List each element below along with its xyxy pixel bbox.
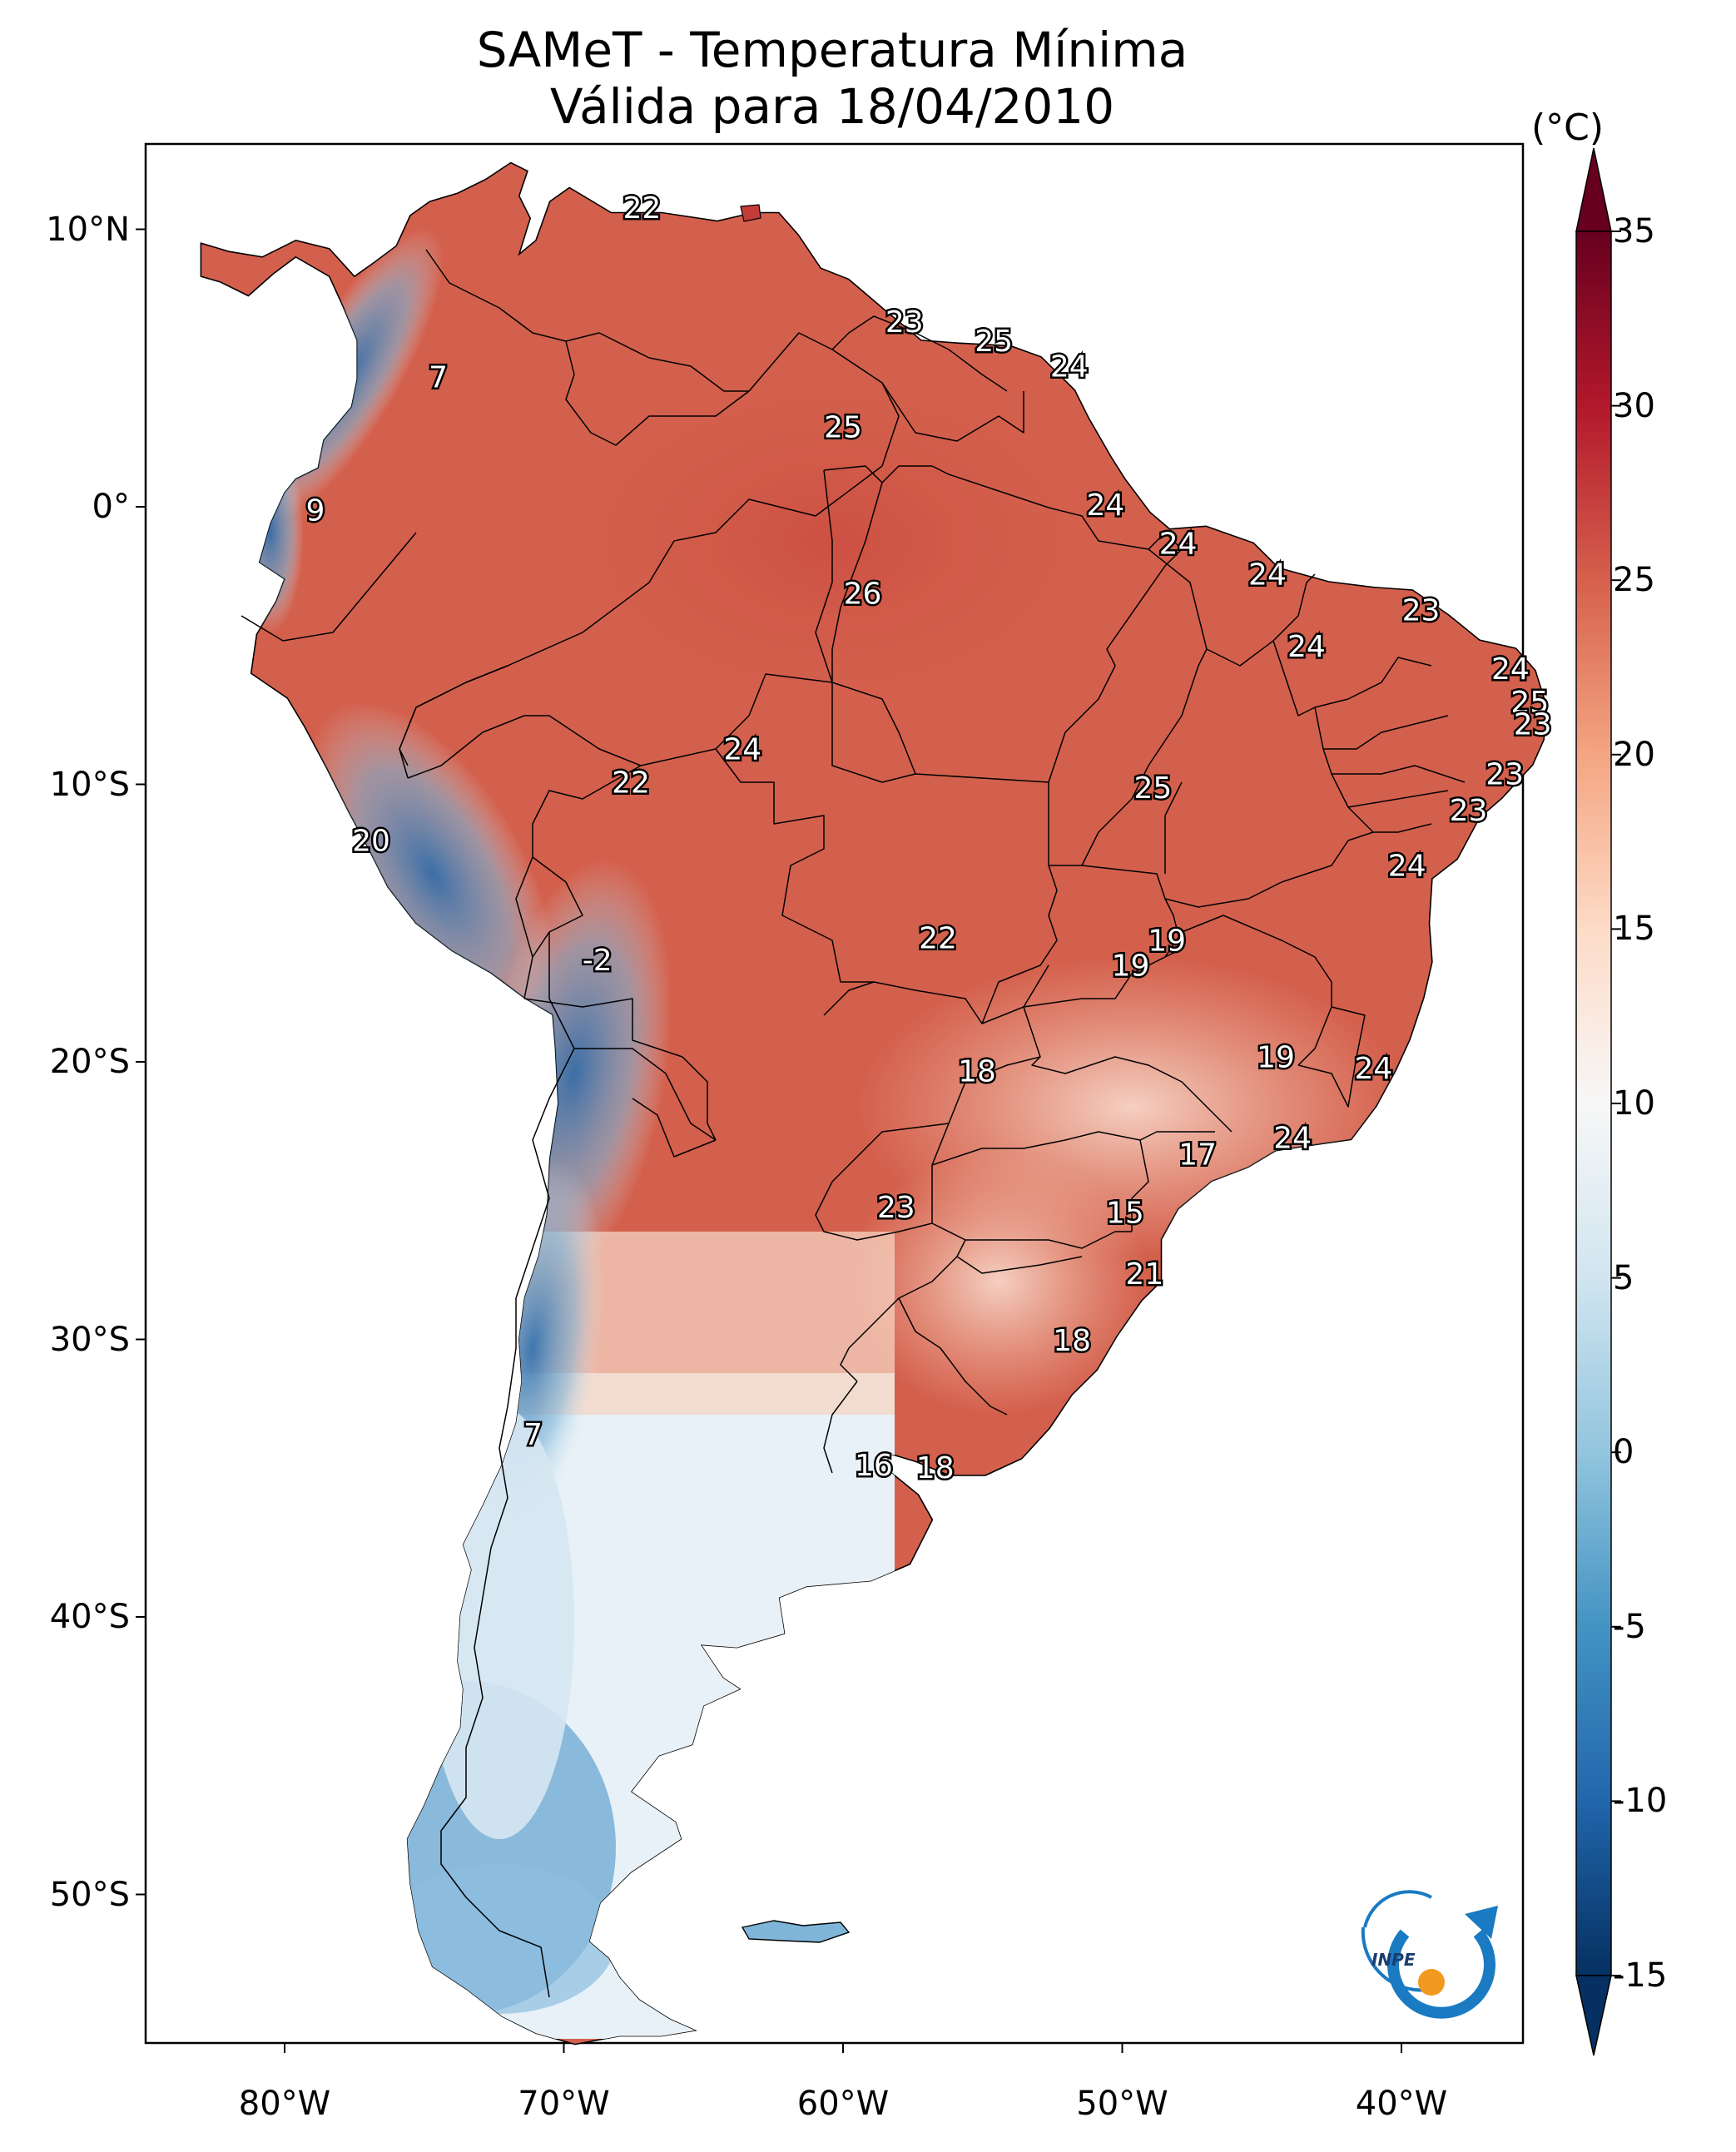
temperature-label: 24 bbox=[1248, 558, 1287, 592]
temperature-label: 24 bbox=[723, 732, 761, 766]
temperature-label: 16 bbox=[855, 1449, 893, 1483]
colorbar-tick-label: 15 bbox=[1613, 910, 1655, 949]
temperature-label: 24 bbox=[1273, 1121, 1312, 1155]
andes-cold-peru bbox=[308, 702, 558, 1046]
lat-tick-label: 20°S bbox=[49, 1043, 130, 1081]
colorbar bbox=[1575, 147, 1621, 2056]
falkland-islands bbox=[741, 1920, 851, 1943]
colorbar-tick-label: 25 bbox=[1613, 561, 1655, 600]
temperature-label: 22 bbox=[623, 191, 662, 226]
inpe-logo: INPE bbox=[1361, 1890, 1498, 2019]
temperature-label: 25 bbox=[1133, 771, 1172, 806]
temperature-label: 18 bbox=[916, 1451, 955, 1485]
colorbar-tick-label: 5 bbox=[1613, 1258, 1634, 1297]
map-title: SAMeT - Temperatura Mínima bbox=[476, 22, 1188, 78]
temperature-label: 20 bbox=[352, 825, 390, 859]
temperature-label: 24 bbox=[1159, 528, 1198, 562]
temperature-label: 23 bbox=[877, 1191, 915, 1225]
temperature-label: 24 bbox=[1388, 850, 1426, 884]
temperature-label: 24 bbox=[1355, 1052, 1393, 1086]
lat-tick-label: 10°S bbox=[49, 765, 130, 804]
lon-tick-label: 70°W bbox=[518, 2085, 610, 2123]
lon-tick-label: 50°W bbox=[1076, 2085, 1168, 2123]
temperature-label: 22 bbox=[919, 921, 957, 955]
temperature-label: 25 bbox=[824, 411, 862, 445]
temperature-label: 19 bbox=[1257, 1041, 1295, 1075]
temperature-label: 24 bbox=[1287, 630, 1326, 664]
colorbar-tick-label: 0 bbox=[1613, 1433, 1634, 1472]
temperature-label: 23 bbox=[885, 305, 924, 340]
lat-tick-label: 10°N bbox=[46, 210, 130, 249]
temperature-label: 25 bbox=[1510, 686, 1549, 720]
lon-tick-label: 40°W bbox=[1355, 2085, 1448, 2123]
lat-tick-label: 30°S bbox=[49, 1320, 130, 1359]
temperature-label: 15 bbox=[1106, 1196, 1144, 1230]
temperature-label: 24 bbox=[1050, 350, 1089, 384]
temperature-label: -2 bbox=[583, 944, 613, 978]
temperature-label: 19 bbox=[1112, 950, 1150, 984]
trinidad-island bbox=[740, 204, 761, 222]
temperature-label: 24 bbox=[1491, 652, 1530, 687]
lat-tick-label: 50°S bbox=[49, 1875, 130, 1914]
temperature-label: 23 bbox=[1486, 757, 1524, 791]
temperature-label: 23 bbox=[1402, 594, 1441, 628]
lat-tick-label: 40°S bbox=[49, 1598, 130, 1636]
temperature-label: 24 bbox=[1086, 488, 1124, 523]
temperature-label: 21 bbox=[1125, 1257, 1163, 1292]
map-subtitle: Válida para 18/04/2010 bbox=[549, 78, 1115, 135]
temperature-label: 7 bbox=[429, 361, 448, 395]
colorbar-tick-label: -15 bbox=[1613, 1956, 1668, 1995]
temperature-label: 7 bbox=[523, 1418, 543, 1452]
temperature-label: 18 bbox=[958, 1054, 996, 1088]
temperature-label: 23 bbox=[1450, 794, 1488, 828]
temperature-label: 18 bbox=[1053, 1324, 1091, 1358]
colorbar-tick-label: 30 bbox=[1613, 386, 1655, 425]
temperature-label: 19 bbox=[1148, 925, 1186, 959]
temperature-label: 17 bbox=[1178, 1138, 1217, 1172]
temperature-label: 26 bbox=[844, 578, 882, 612]
colorbar-tick-label: 35 bbox=[1613, 212, 1655, 250]
colorbar-tick-label: -10 bbox=[1613, 1782, 1668, 1821]
south-mild-zone bbox=[849, 1148, 1148, 1415]
inpe-logo-text: INPE bbox=[1371, 1950, 1416, 1970]
colorbar-tick-label: 20 bbox=[1613, 735, 1655, 774]
lon-tick-label: 80°W bbox=[238, 2085, 331, 2123]
lon-tick-label: 60°W bbox=[796, 2085, 890, 2123]
colorbar-tick-label: 10 bbox=[1613, 1084, 1655, 1123]
temperature-label: 9 bbox=[305, 494, 325, 528]
colorbar-extend-top bbox=[1575, 147, 1612, 232]
colorbar-unit-label: (°C) bbox=[1531, 107, 1605, 149]
temperature-label: 25 bbox=[975, 325, 1013, 359]
temperature-label: 23 bbox=[1514, 707, 1552, 741]
colorbar-extend-bottom bbox=[1575, 1975, 1612, 2056]
temperature-label: 22 bbox=[612, 766, 650, 801]
colorbar-ramp bbox=[1575, 231, 1612, 1976]
political-borders bbox=[241, 249, 1466, 1998]
lat-tick-label: 0° bbox=[92, 488, 130, 526]
colorbar-tick-label: -5 bbox=[1613, 1607, 1646, 1646]
